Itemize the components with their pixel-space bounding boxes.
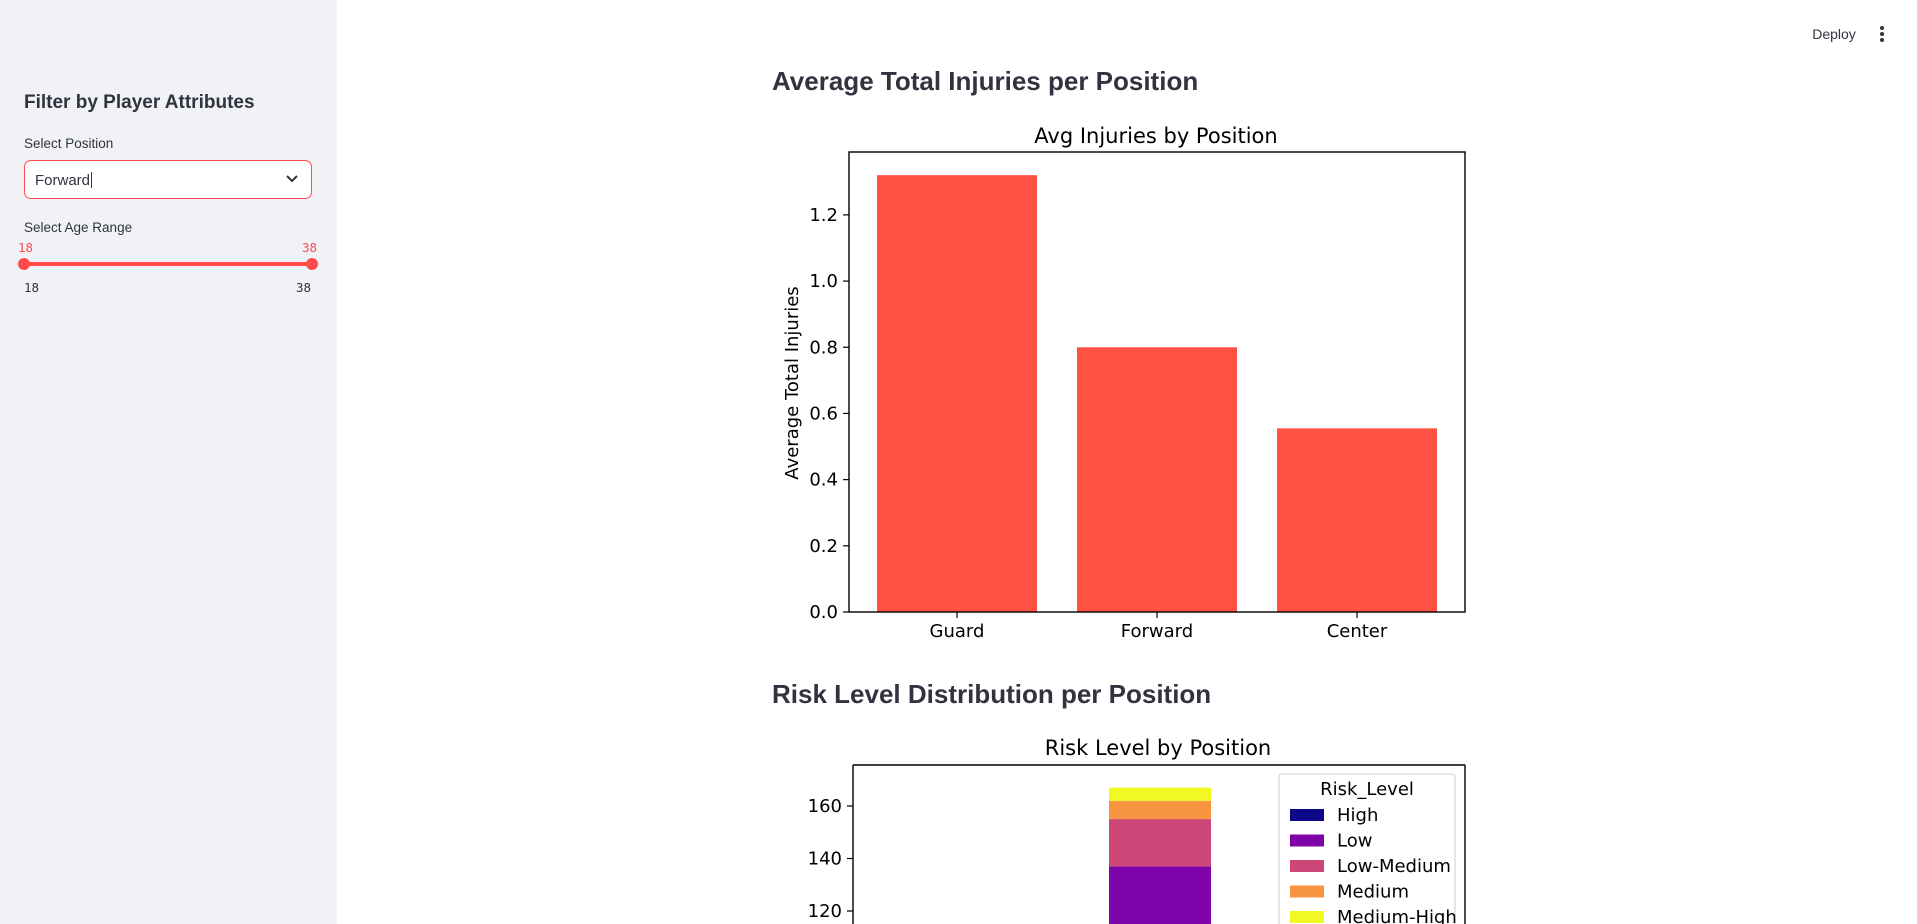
legend-swatch	[1290, 860, 1324, 872]
age-range-max-label: 38	[296, 280, 312, 295]
bar-segment-medium	[1109, 800, 1211, 820]
sidebar: Filter by Player Attributes Select Posit…	[0, 0, 337, 924]
y-tick-label: 0.6	[809, 403, 838, 424]
deploy-button[interactable]: Deploy	[1812, 26, 1856, 42]
y-tick-label: 0.8	[809, 337, 838, 358]
y-tick-label: 120	[808, 901, 842, 922]
age-slider-min-handle[interactable]	[18, 258, 30, 270]
x-tick-label: Forward	[1121, 621, 1193, 642]
bar-segment-medium-high	[1109, 787, 1211, 801]
heading-average-injuries: Average Total Injuries per Position	[772, 66, 1199, 96]
chart-title: Risk Level by Position	[1045, 736, 1272, 760]
legend-swatch	[1290, 885, 1324, 898]
legend-label: Low	[1337, 831, 1372, 852]
bar-forward	[1077, 347, 1237, 612]
risk-level-chart: Risk Level by Position 120 140 160 Risk_Le…	[808, 736, 1466, 924]
age-slider-min-value: 18	[18, 240, 34, 255]
position-label: Select Position	[24, 136, 114, 151]
age-range-min-label: 18	[24, 280, 40, 295]
x-tick-label: Guard	[930, 621, 985, 642]
y-tick-label: 160	[808, 796, 842, 817]
age-slider-max-value: 38	[302, 240, 318, 255]
position-value-text: Forward	[35, 172, 91, 189]
sidebar-title: Filter by Player Attributes	[24, 92, 255, 113]
bar-guard	[877, 175, 1037, 612]
heading-risk-distribution: Risk Level Distribution per Position	[772, 679, 1212, 709]
bar-segment-low-medium	[1109, 819, 1211, 867]
legend-label: Medium	[1337, 882, 1409, 903]
y-tick-label: 1.0	[809, 271, 838, 292]
legend-label: High	[1337, 805, 1378, 826]
bar-segment-low	[1109, 866, 1211, 924]
y-tick-label: 0.4	[809, 470, 838, 491]
age-range-label: Select Age Range	[24, 220, 133, 235]
y-axis-label: Average Total Injuries	[782, 286, 803, 479]
legend-swatch	[1290, 834, 1324, 847]
text-cursor	[91, 172, 93, 188]
age-slider-track[interactable]	[24, 262, 312, 266]
y-tick-label: 140	[808, 849, 842, 870]
y-tick-label: 0.2	[809, 536, 838, 557]
legend-swatch	[1290, 809, 1324, 821]
legend-title: Risk_Level	[1320, 779, 1414, 800]
x-tick-label: Center	[1327, 621, 1388, 642]
position-select[interactable]: Forward	[24, 160, 312, 199]
y-tick-label: 0.0	[809, 602, 838, 623]
vertical-ellipsis-icon[interactable]	[1872, 22, 1892, 46]
position-select-value[interactable]: Forward	[35, 172, 93, 189]
plot-frame	[848, 151, 1466, 613]
legend-label: Medium-High	[1337, 907, 1457, 924]
legend-label: Low-Medium	[1337, 856, 1451, 877]
y-tick-label: 1.2	[809, 205, 838, 226]
avg-injuries-chart: Avg Injuries by Position Average Total I…	[782, 124, 1466, 642]
bar-center	[1277, 428, 1437, 612]
chevron-down-icon[interactable]	[285, 174, 299, 184]
age-slider-max-handle[interactable]	[306, 258, 318, 270]
legend-swatch	[1290, 911, 1324, 923]
chart-title: Avg Injuries by Position	[1034, 124, 1277, 148]
